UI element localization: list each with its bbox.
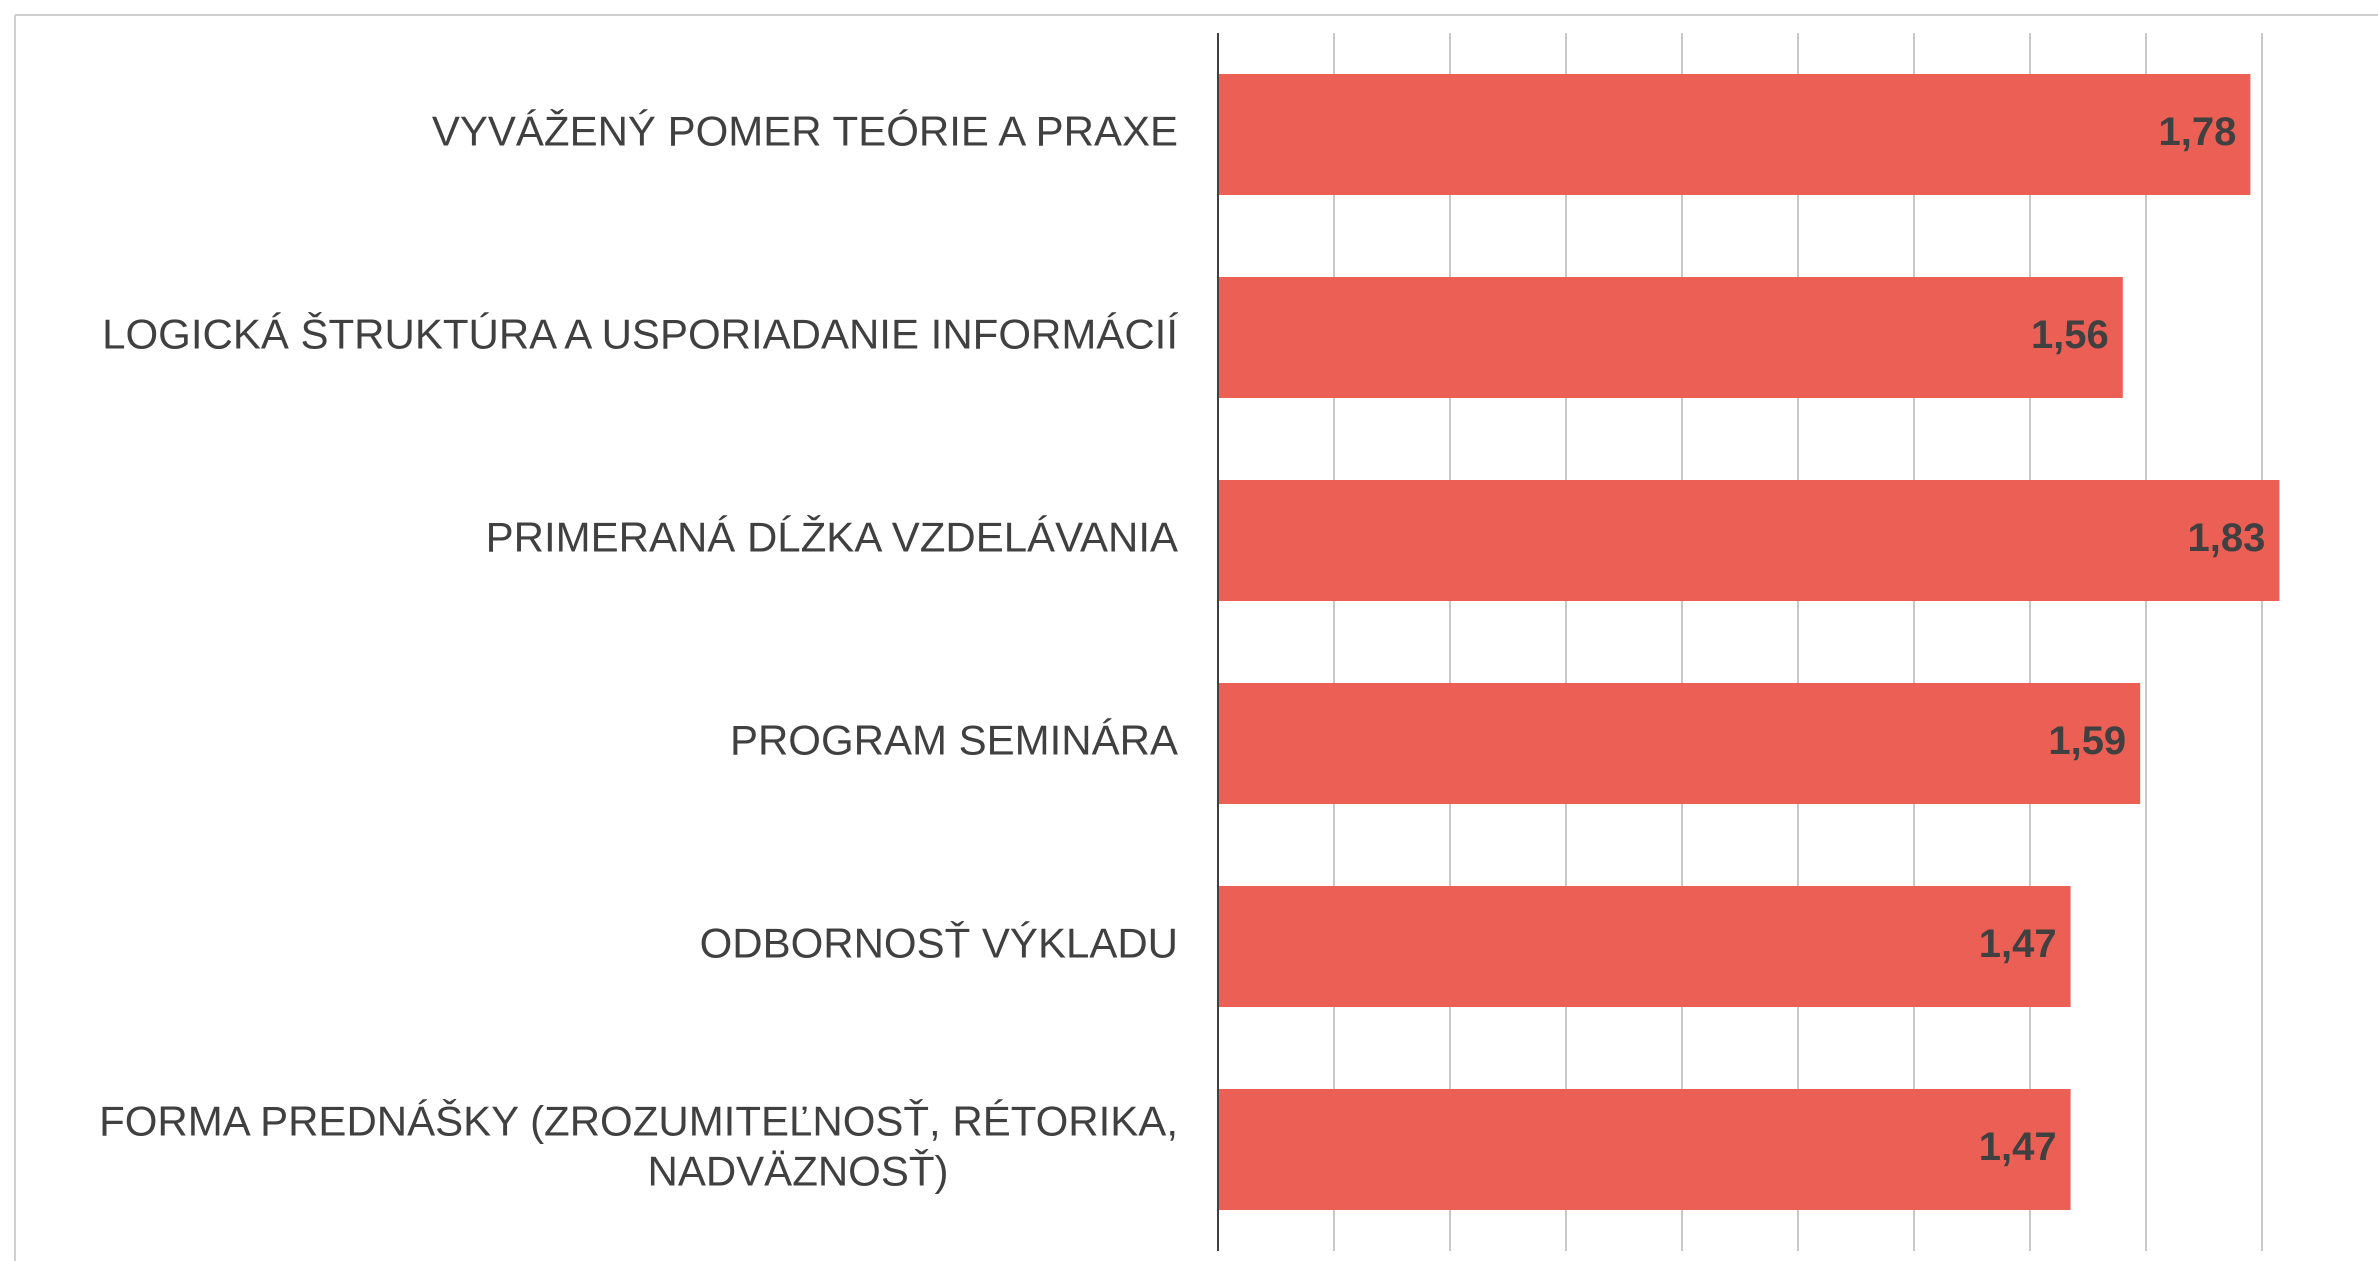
- data-label: 1,47: [1979, 1125, 2057, 1169]
- y-tick-label: VYVÁŽENÝ POMER TEÓRIE A PRAXE: [432, 108, 1178, 155]
- data-label: 1,59: [2048, 719, 2126, 763]
- data-label: 1,47: [1979, 922, 2057, 966]
- y-tick-label: FORMA PREDNÁŠKY (ZROZUMITEĽNOSŤ, RÉTORIK…: [99, 1098, 1178, 1195]
- y-tick-label: PROGRAM SEMINÁRA: [730, 717, 1178, 764]
- data-label: 1,83: [2188, 516, 2266, 560]
- data-label: 1,56: [2031, 313, 2109, 357]
- bar: [1218, 74, 2251, 195]
- label-line: FORMA PREDNÁŠKY (ZROZUMITEĽNOSŤ, RÉTORIK…: [99, 1098, 1178, 1145]
- bar: [1218, 683, 2141, 804]
- bar: [1218, 277, 2123, 398]
- y-tick-label: PRIMERANÁ DĹŽKA VZDELÁVANIA: [486, 514, 1178, 561]
- bar: [1218, 886, 2071, 1007]
- bar: [1218, 1089, 2071, 1210]
- label-line: NADVÄZNOSŤ): [647, 1148, 948, 1195]
- y-tick-label: LOGICKÁ ŠTRUKTÚRA A USPORIADANIE INFORMÁ…: [102, 311, 1178, 358]
- y-tick-label: ODBORNOSŤ VÝKLADU: [700, 920, 1178, 967]
- data-label: 1,78: [2159, 110, 2237, 154]
- bar: [1218, 480, 2280, 601]
